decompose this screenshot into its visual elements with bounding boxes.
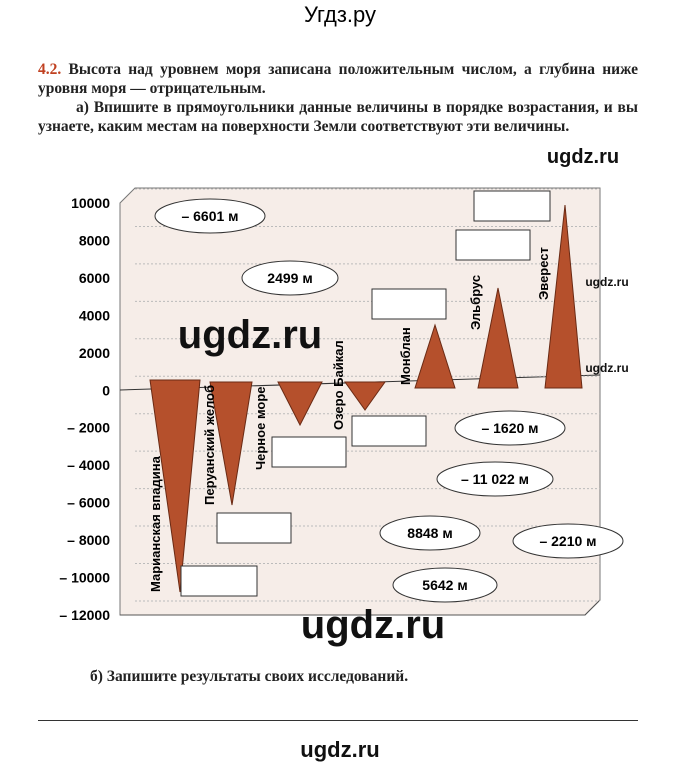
- cloud: [392, 567, 498, 603]
- axis-label: 4000: [79, 307, 110, 323]
- cloud-value: – 6601 м: [181, 208, 238, 224]
- intro-text: Высота над уровнем моря записана положит…: [38, 61, 639, 97]
- cloud: [241, 260, 339, 296]
- axis-label: – 6000: [67, 495, 110, 511]
- answer-boxes: [180, 190, 551, 597]
- axis-label: 6000: [79, 270, 110, 286]
- axis-label: 8000: [79, 232, 110, 248]
- cones: [149, 204, 583, 593]
- place-label: Эльбрус: [468, 275, 483, 330]
- cloud-value: – 11 022 м: [461, 471, 529, 487]
- axis-label: 0: [102, 382, 110, 398]
- watermark: ugdz.ru: [300, 737, 379, 762]
- cloud-value: – 2210 м: [539, 533, 596, 549]
- watermark: ugdz.ru: [547, 146, 619, 168]
- cloud-value: 5642 м: [422, 577, 467, 593]
- part-a: а) Впишите в прямоугольники данные велич…: [38, 99, 638, 135]
- axis-label: – 8000: [67, 532, 110, 548]
- watermark: ugdz.ru: [585, 361, 628, 375]
- task-text: 4.2. Высота над уровнем моря записана по…: [38, 60, 638, 136]
- place-label: Эверест: [536, 247, 551, 300]
- watermark: ugdz.ru: [301, 603, 445, 647]
- place-label: Перуанский желоб: [202, 385, 217, 505]
- cloud: [512, 523, 624, 559]
- grid: [135, 188, 600, 602]
- axis-label: – 12000: [59, 607, 110, 623]
- cloud-value: 8848 м: [407, 525, 452, 541]
- axis-label: – 10000: [59, 570, 110, 586]
- axis-label: 2000: [79, 345, 110, 361]
- task-number: 4.2.: [38, 61, 62, 78]
- cloud: [436, 461, 554, 497]
- axis-label: 10000: [71, 195, 110, 211]
- cloud: [379, 515, 481, 551]
- axis-label: – 4000: [67, 457, 110, 473]
- cloud: [454, 410, 566, 446]
- part-b: б) Запишите результаты своих исследовани…: [90, 668, 409, 685]
- watermark: ugdz.ru: [585, 275, 628, 289]
- place-label: Озеро Байкал: [331, 340, 346, 430]
- cloud-value: – 1620 м: [481, 420, 538, 436]
- site-title: Угдз.ру: [303, 2, 377, 27]
- answer-line: [38, 720, 638, 721]
- place-label: Марианская впадина: [148, 455, 163, 592]
- axis-label: – 2000: [67, 420, 110, 436]
- intro: 4.2. Высота над уровнем моря записана по…: [38, 60, 638, 98]
- place-label: Черное море: [253, 387, 268, 471]
- cloud-value: 2499 м: [267, 270, 312, 286]
- cloud: [154, 198, 266, 234]
- place-label: Монблан: [398, 327, 413, 385]
- watermark: ugdz.ru: [178, 313, 322, 357]
